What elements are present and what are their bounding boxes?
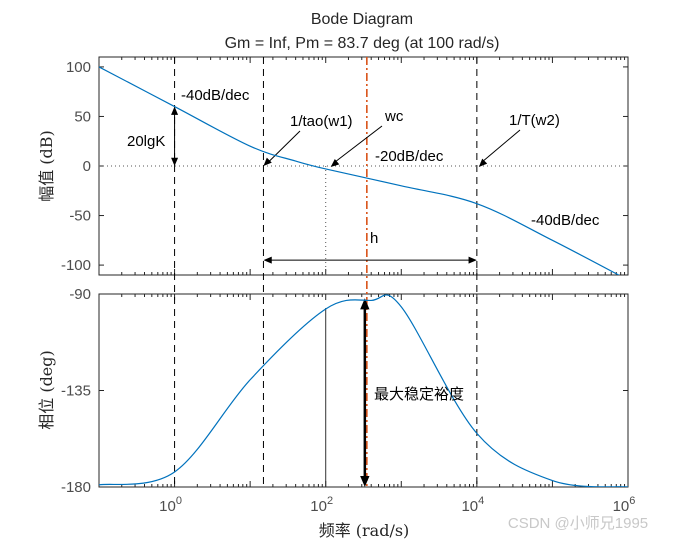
magnitude-ylabel: 幅值 (dB): [37, 130, 56, 202]
20lgk-arrow-head: [171, 106, 179, 115]
w1-pointer-line: [266, 130, 301, 165]
x-tick-label: 104: [461, 495, 484, 515]
x-tick-label: 100: [159, 495, 182, 515]
phase-curve: [99, 294, 628, 487]
y-tick-label: -100: [61, 257, 91, 274]
magnitude-ticks: 100 50 0 -50 -100: [61, 57, 629, 275]
y-tick-label: 100: [66, 59, 91, 76]
xlabel: 频率 (rad/s): [319, 521, 410, 540]
chart-subtitle: Gm = Inf, Pm = 83.7 deg (at 100 rad/s): [225, 35, 500, 52]
max-margin-arrow-head: [360, 475, 370, 487]
annotation-h: h: [370, 230, 378, 247]
phase-ticks: 100 102 104 106 -90 -135 -180: [61, 286, 635, 515]
w2-pointer-head: [478, 158, 488, 167]
20lgk-arrow-head: [171, 157, 179, 166]
w2-pointer-line: [480, 129, 521, 164]
chart-title: Bode Diagram: [311, 11, 413, 28]
annotation-20lgk: 20lgK: [127, 133, 165, 150]
y-tick-label: -50: [69, 208, 91, 225]
wc-pointer-head: [330, 158, 340, 167]
h-arrow-head: [468, 256, 477, 264]
w1-pointer-head: [263, 157, 272, 166]
magnitude-curve: [99, 66, 620, 275]
annotation-slope-high: -40dB/dec: [531, 212, 600, 229]
h-arrow-head: [263, 256, 272, 264]
annotation-w2: 1/T(w2): [509, 112, 560, 129]
y-tick-label: -135: [61, 383, 91, 400]
annotation-slope-mid: -20dB/dec: [375, 148, 444, 165]
y-tick-label: -180: [61, 479, 91, 496]
x-tick-label: 102: [310, 495, 333, 515]
annotation-wc: wc: [384, 108, 404, 125]
watermark: CSDN @小师兄1995: [508, 515, 648, 532]
annotation-w1: 1/tao(w1): [290, 113, 353, 130]
annotation-max-margin: 最大稳定裕度: [374, 385, 464, 403]
y-tick-label: -90: [69, 286, 91, 303]
phase-axes: [98, 293, 629, 488]
curves-layer: [99, 66, 628, 487]
phase-ylabel: 相位 (deg): [37, 350, 56, 430]
wc-pointer-line: [333, 125, 383, 164]
y-tick-label: 50: [74, 108, 91, 125]
annotation-slope-low: -40dB/dec: [181, 87, 250, 104]
x-tick-label: 106: [613, 495, 636, 515]
y-tick-label: 0: [83, 158, 91, 175]
annotations-layer: [99, 57, 628, 487]
max-margin-arrow-head: [360, 298, 370, 310]
